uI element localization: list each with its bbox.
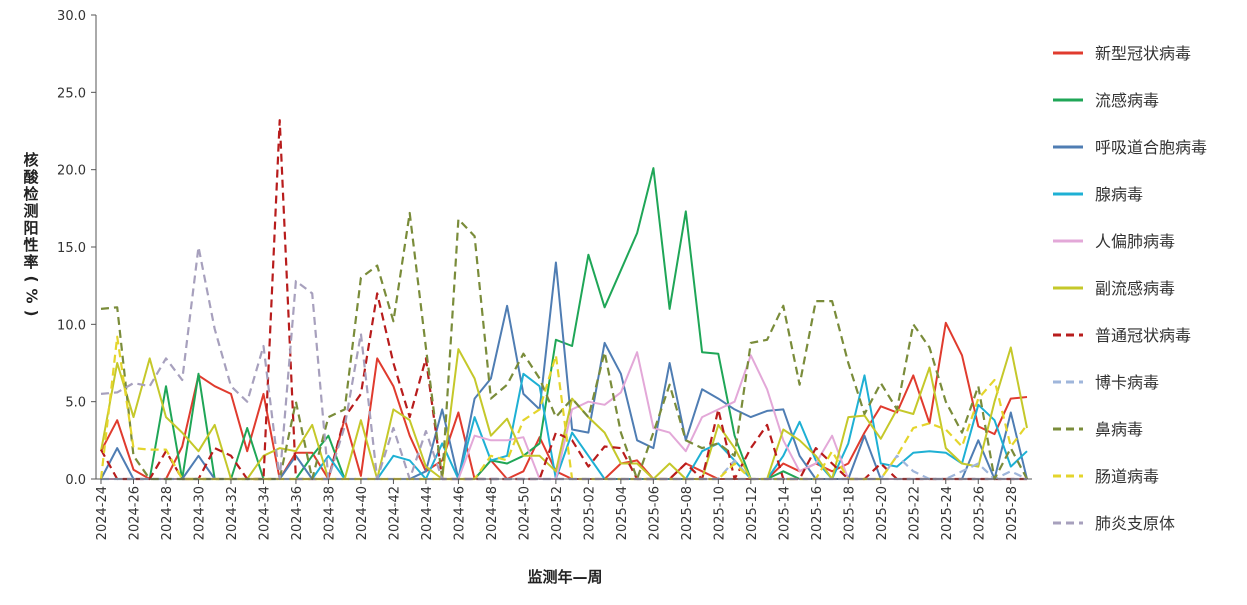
y-axis-title-char: 测 — [23, 202, 38, 220]
x-tick-label: 2025-10 — [712, 486, 727, 540]
x-tick-label: 2025-28 — [1005, 486, 1020, 540]
x-tick-label: 2024-24 — [95, 486, 110, 540]
x-tick-label: 2024-36 — [290, 486, 305, 540]
y-axis-title-char: ) — [23, 310, 41, 317]
legend: 新型冠状病毒流感病毒呼吸道合胞病毒腺病毒人偏肺病毒副流感病毒普通冠状病毒博卡病毒… — [1053, 44, 1207, 533]
series-line-6 — [100, 346, 1028, 480]
x-tick-label: 2025-14 — [777, 486, 792, 540]
legend-label: 肺炎支原体 — [1095, 514, 1175, 533]
x-tick-label: 2024-32 — [225, 486, 240, 540]
legend-label: 副流感病毒 — [1095, 279, 1175, 298]
y-axis-title-char: % — [23, 288, 41, 303]
y-axis-title-char: 率 — [23, 253, 38, 271]
legend-label: 博卡病毒 — [1095, 373, 1159, 392]
x-tick-label: 2025-18 — [842, 486, 857, 540]
y-tick-label: 15.0 — [57, 241, 86, 256]
legend-label: 呼吸道合胞病毒 — [1095, 138, 1207, 157]
x-tick-label: 2024-34 — [257, 486, 272, 540]
x-axis-title: 监测年—周 — [527, 568, 602, 586]
x-tick-label: 2025-12 — [745, 486, 760, 540]
x-tick-label: 2025-24 — [940, 486, 955, 540]
x-tick-label: 2024-28 — [160, 486, 175, 540]
legend-label: 新型冠状病毒 — [1095, 44, 1191, 63]
x-tick-label: 2024-44 — [420, 486, 435, 540]
x-tick-label: 2025-22 — [907, 486, 922, 540]
y-axis-title-char: 检 — [23, 185, 38, 203]
x-tick-label: 2025-02 — [582, 486, 597, 540]
legend-label: 普通冠状病毒 — [1095, 326, 1191, 345]
x-tick-label: 2024-50 — [517, 486, 532, 540]
x-tick-label: 2025-16 — [810, 486, 825, 540]
y-tick-label: 0.0 — [65, 473, 86, 488]
y-axis-title-char: 性 — [23, 236, 38, 254]
y-tick-label: 25.0 — [57, 86, 86, 101]
legend-label: 鼻病毒 — [1095, 420, 1143, 439]
x-tick-label: 2024-52 — [550, 486, 565, 540]
x-tick-label: 2025-20 — [875, 486, 890, 540]
x-tick-label: 2024-40 — [355, 486, 370, 540]
x-axis: 2024-24 2024-26 2024-28 2024-30 2024-32 2024-… — [95, 478, 1032, 540]
x-tick-label: 2024-48 — [485, 486, 500, 540]
y-axis-title-char: ( — [23, 276, 41, 283]
y-tick-label: 30.0 — [57, 9, 86, 24]
y-axis-title-char: 阳 — [23, 219, 38, 237]
y-axis-title-char: 核 — [23, 151, 38, 169]
legend-label: 肠道病毒 — [1095, 467, 1159, 486]
y-axis: 0.0 5.0 10.0 15.0 20.0 25.0 30.0 — [57, 9, 97, 488]
legend-label: 腺病毒 — [1095, 185, 1143, 204]
x-tick-label: 2024-30 — [192, 486, 207, 540]
y-tick-label: 10.0 — [57, 318, 86, 333]
x-tick-label: 2025-04 — [615, 486, 630, 540]
y-tick-label: 20.0 — [57, 164, 86, 179]
plot-area — [99, 119, 1028, 481]
x-tick-label: 2025-08 — [680, 486, 695, 540]
x-tick-label: 2024-26 — [127, 486, 142, 540]
x-tick-label: 2025-06 — [647, 486, 662, 540]
x-tick-label: 2025-26 — [972, 486, 987, 540]
y-axis-title-char: 酸 — [23, 168, 39, 186]
x-tick-label: 2024-38 — [322, 486, 337, 540]
x-tick-label: 2024-46 — [452, 486, 467, 540]
legend-label: 人偏肺病毒 — [1095, 232, 1175, 251]
legend-label: 流感病毒 — [1095, 91, 1159, 110]
x-tick-label: 2024-42 — [387, 486, 402, 540]
y-tick-label: 5.0 — [65, 396, 86, 411]
